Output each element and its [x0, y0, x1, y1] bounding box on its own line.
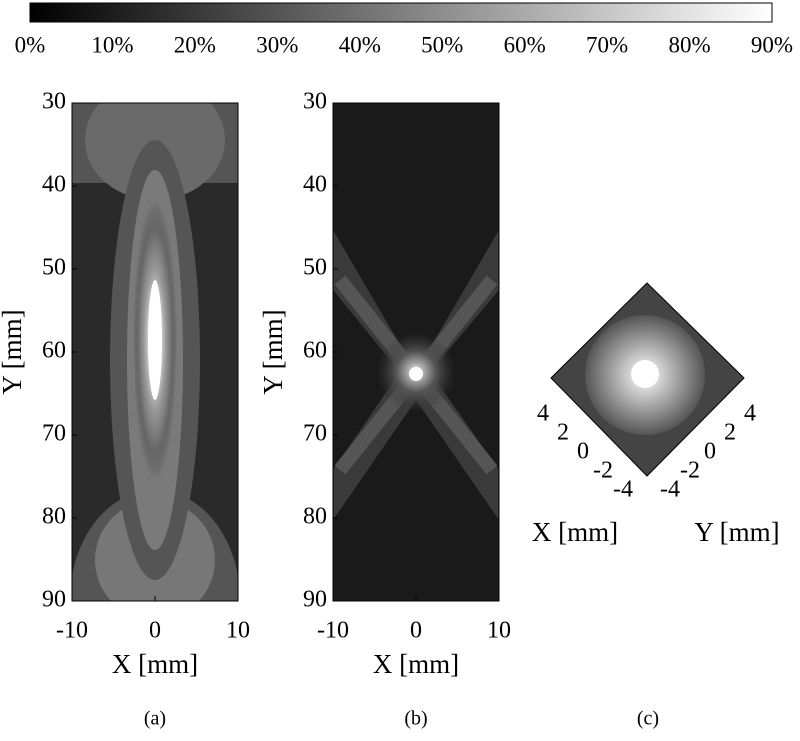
x-tick-label: -10: [317, 618, 349, 644]
axes-c: [550, 282, 745, 477]
y-tick-label: 4: [744, 401, 756, 427]
y-tick-label: 2: [724, 420, 736, 446]
x-axis-label: X [mm]: [532, 517, 618, 547]
y-tick-label: 70: [42, 421, 66, 447]
colorbar-tick-label: 80%: [668, 32, 710, 57]
y-tick-label: 90: [42, 587, 66, 613]
x-tick-label: 0: [410, 618, 422, 644]
x-tick-label: 10: [487, 618, 511, 644]
caption: (b): [404, 708, 427, 730]
x-axis-label: X [mm]: [373, 649, 459, 679]
y-axis-label: Y [mm]: [0, 309, 27, 394]
y-axis-label: Y [mm]: [694, 517, 779, 547]
y-axis-label: Y [mm]: [258, 309, 288, 394]
y-tick-label: 70: [303, 421, 327, 447]
y-tick-label: 40: [303, 172, 327, 198]
colorbar: [29, 2, 773, 23]
x-tick-label: -2: [593, 458, 613, 484]
y-tick-label: 50: [42, 255, 66, 281]
y-tick-label: 0: [704, 439, 716, 465]
colorbar-tick-label: 10%: [91, 32, 133, 57]
y-tick-label: 30: [303, 89, 327, 115]
y-tick-label: 80: [303, 504, 327, 530]
y-tick-label: 40: [42, 172, 66, 198]
y-tick-label: 90: [303, 587, 327, 613]
colorbar-tick-label: 0%: [15, 32, 46, 57]
y-tick-label: 50: [303, 255, 327, 281]
y-tick-label: 60: [303, 338, 327, 364]
colorbar-tick-label: 40%: [339, 32, 381, 57]
x-tick-label: 0: [149, 618, 161, 644]
y-tick-label: -4: [660, 477, 680, 503]
caption: (a): [144, 708, 166, 730]
y-tick-label: 60: [42, 338, 66, 364]
x-axis-label: X [mm]: [112, 649, 198, 679]
colorbar-tick-label: 90%: [751, 32, 793, 57]
contour-a: [72, 103, 238, 601]
colorbar-tick-label: 30%: [256, 32, 298, 57]
colorbar-tick-label: 60%: [504, 32, 546, 57]
caption: (c): [637, 708, 659, 730]
x-tick-label: 4: [537, 401, 549, 427]
x-tick-label: 10: [226, 618, 250, 644]
y-tick-label: 30: [42, 89, 66, 115]
y-tick-label: -2: [680, 458, 700, 484]
colorbar-tick-label: 70%: [586, 32, 628, 57]
colorbar-tick-label: 50%: [421, 32, 463, 57]
x-tick-label: 2: [557, 420, 569, 446]
contour-b: [333, 103, 499, 601]
x-tick-label: -10: [56, 618, 88, 644]
x-tick-label: 0: [577, 439, 589, 465]
y-tick-label: 80: [42, 504, 66, 530]
colorbar-tick-label: 20%: [174, 32, 216, 57]
x-tick-label: -4: [613, 477, 633, 503]
